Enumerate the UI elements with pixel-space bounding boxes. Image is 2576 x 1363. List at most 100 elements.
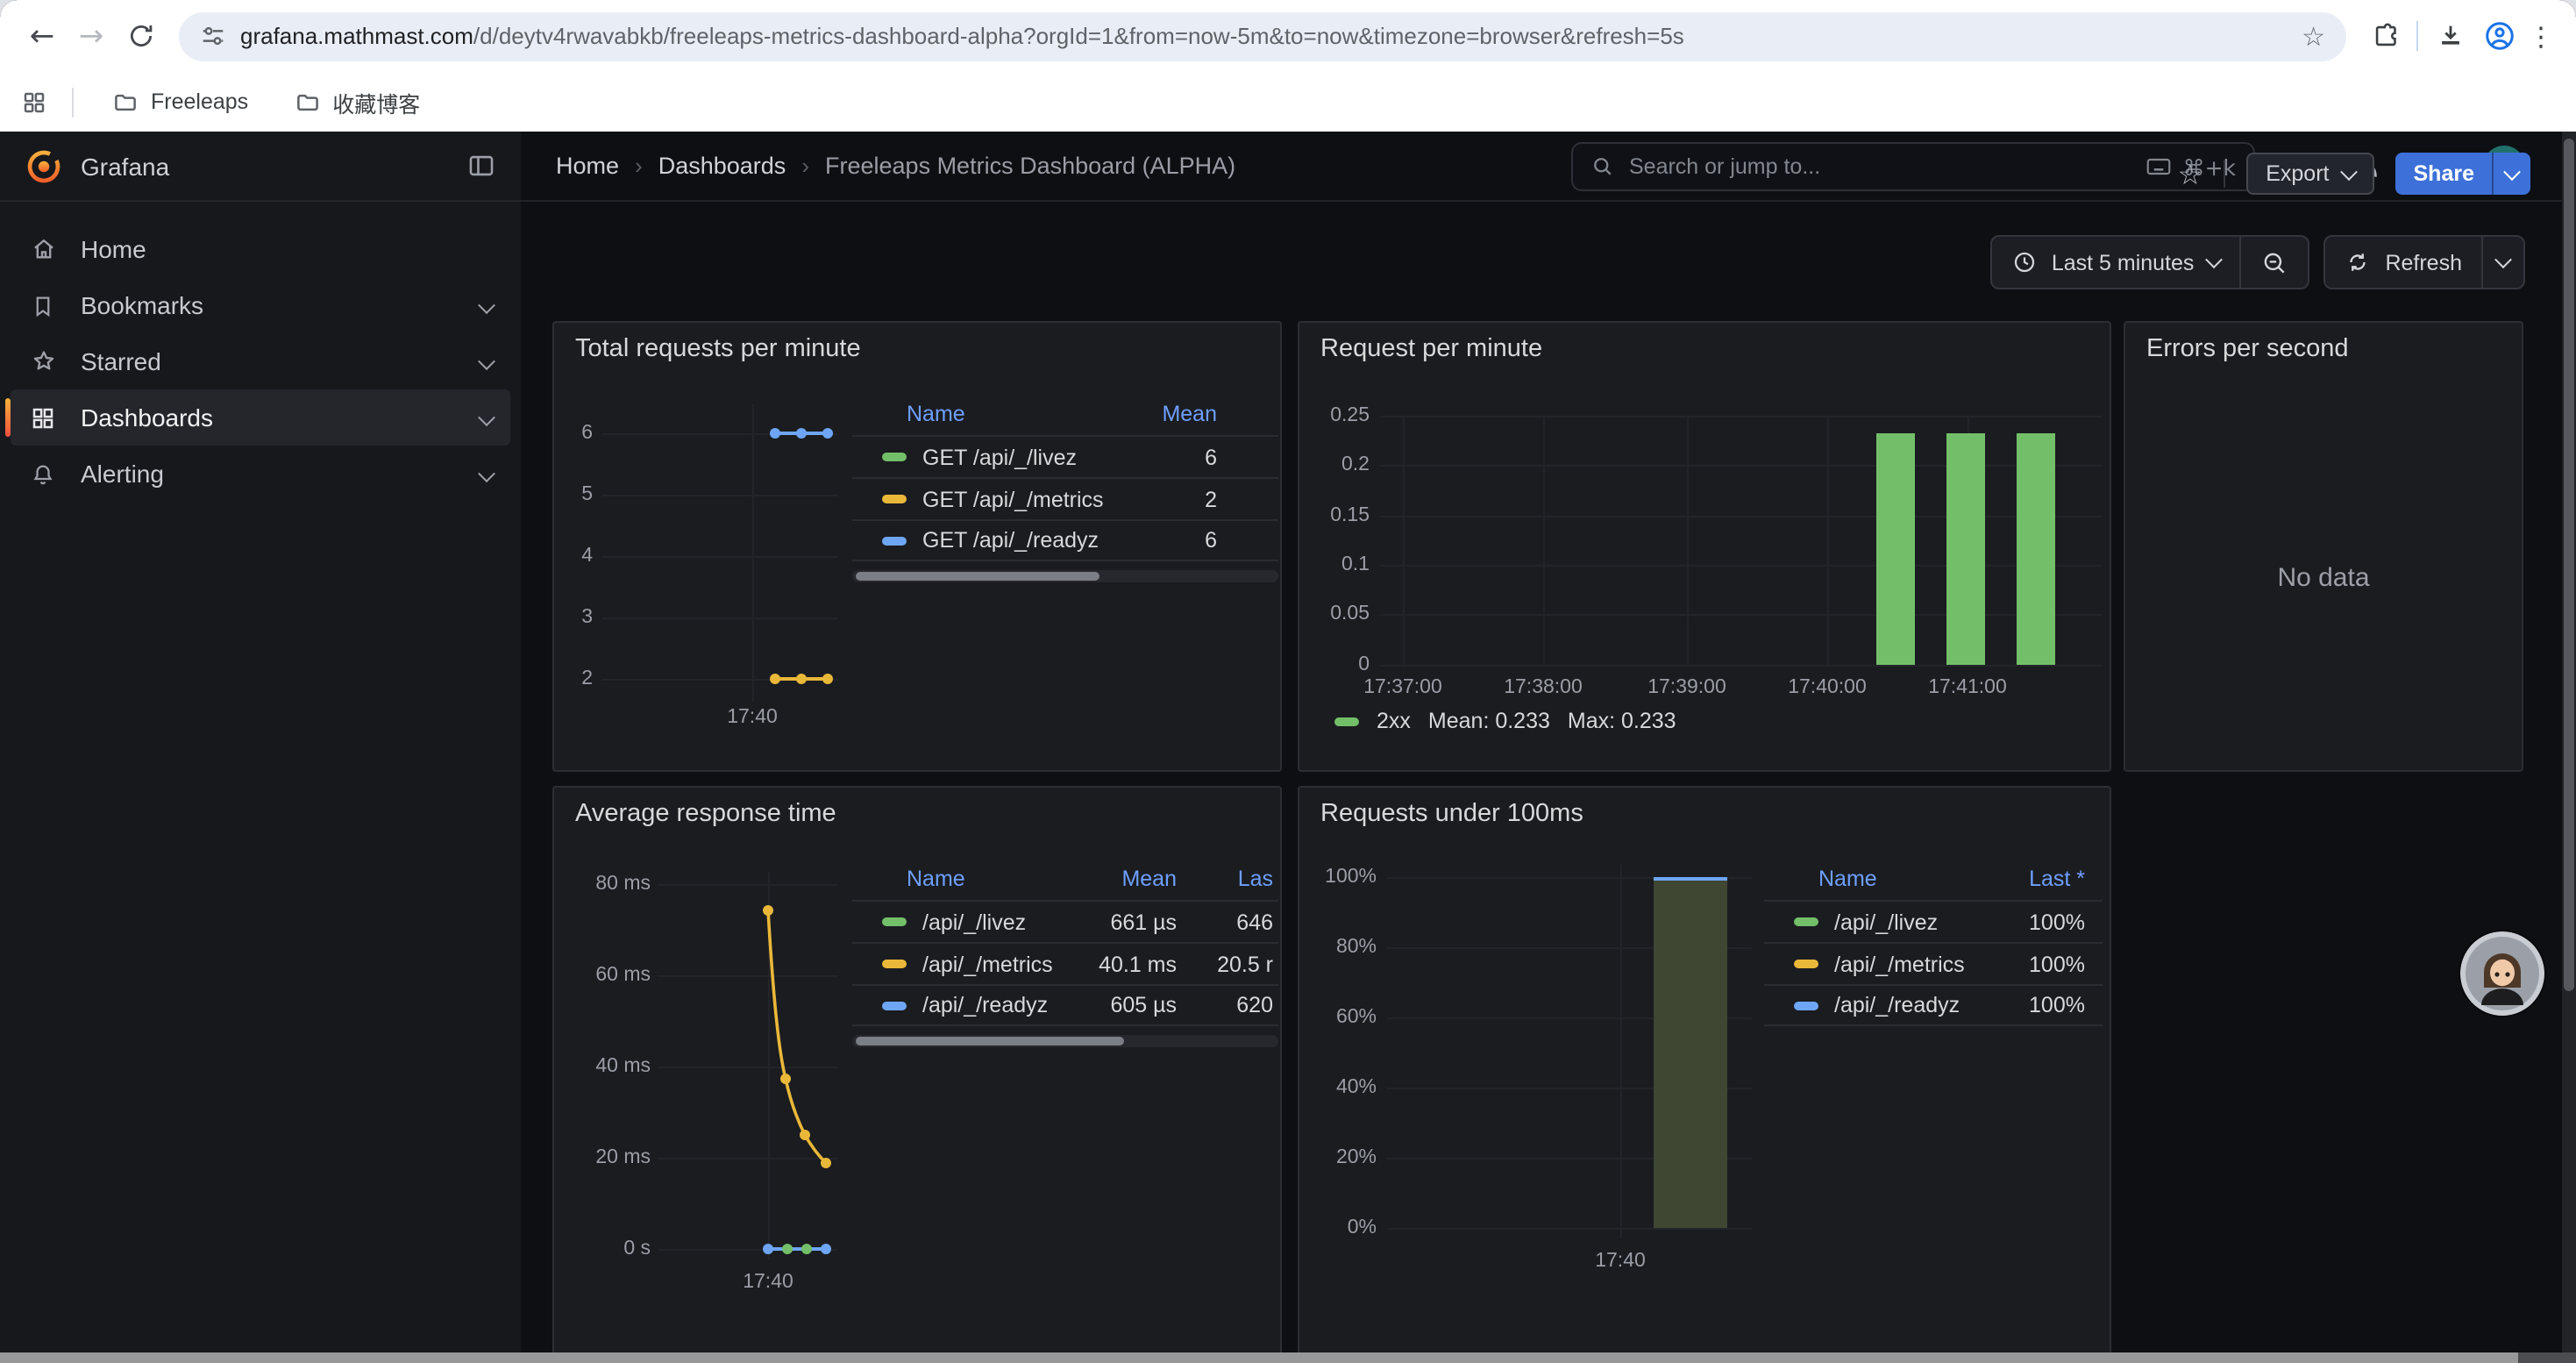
refresh-interval-dropdown[interactable]: [2481, 237, 2523, 288]
legend-scrollbar[interactable]: [852, 570, 1278, 582]
sidebar-item-dashboards[interactable]: Dashboards: [11, 389, 510, 446]
favorite-star-icon[interactable]: ☆: [2178, 157, 2203, 190]
legend-col-name[interactable]: Name: [1764, 867, 1980, 891]
series-color-pill: [882, 536, 907, 545]
legend-table: Name Mean GET /api/_/livez 6 GET /api/_/…: [852, 393, 1278, 582]
y-tick: 100%: [1299, 867, 1377, 888]
chevron-down-icon[interactable]: [480, 460, 493, 488]
legend-col-last[interactable]: Las: [1177, 867, 1273, 891]
series-last: 100%: [1980, 952, 2085, 976]
profile-icon[interactable]: [2474, 19, 2523, 53]
gridline: [1687, 416, 1689, 665]
chevron-down-icon[interactable]: [480, 403, 493, 432]
refresh-button[interactable]: Refresh: [2325, 237, 2481, 288]
url-bar[interactable]: grafana.mathmast.com/d/deytv4rwavabkb/fr…: [179, 11, 2346, 61]
apps-grid-icon[interactable]: [21, 89, 47, 115]
back-icon[interactable]: ←: [18, 11, 67, 61]
screen: ← → grafana.mathmast.com/d/deytv4rwavabk…: [0, 0, 2576, 1363]
scrollbar-thumb[interactable]: [2564, 139, 2574, 991]
panel-request-per-minute: Request per minute 0.25 0.2 0.15 0.1 0.0…: [1298, 321, 2111, 772]
bar-2xx: [1946, 433, 1985, 665]
series-color-pill: [882, 495, 907, 503]
legend-row[interactable]: 2xx Mean: 0.233 Max: 0.233: [1334, 709, 1676, 733]
time-controls: Last 5 minutes: [1990, 235, 2525, 289]
sidebar-item-alerting[interactable]: Alerting: [11, 446, 510, 502]
legend-row[interactable]: GET /api/_/readyz 6: [852, 519, 1278, 561]
legend-row[interactable]: /api/_/readyz 100%: [1764, 984, 2103, 1026]
url-domain: grafana.mathmast.com: [240, 23, 473, 49]
breadcrumb-page: Freeleaps Metrics Dashboard (ALPHA): [825, 153, 1235, 179]
sidebar-item-starred[interactable]: Starred: [11, 333, 510, 389]
sidebar-item-bookmarks[interactable]: Bookmarks: [11, 277, 510, 333]
panel-errors-per-second: Errors per second No data: [2124, 321, 2523, 772]
legend-row[interactable]: /api/_/livez 100%: [1764, 900, 2103, 942]
series-color-pill: [1794, 917, 1818, 926]
scrollbar-thumb[interactable]: [0, 1352, 2518, 1363]
series-mean: 6: [1129, 528, 1217, 553]
panel-title[interactable]: Request per minute: [1320, 335, 1542, 363]
dock-menu-icon[interactable]: [466, 151, 496, 181]
legend-col-mean[interactable]: Mean: [1071, 867, 1177, 891]
export-button[interactable]: Export: [2246, 153, 2374, 195]
extensions-icon[interactable]: [2360, 21, 2409, 51]
breadcrumb-separator: ›: [635, 153, 643, 179]
legend-row[interactable]: /api/_/livez 661 µs 646: [852, 900, 1278, 942]
forward-icon[interactable]: →: [67, 11, 116, 61]
url-text[interactable]: grafana.mathmast.com/d/deytv4rwavabkb/fr…: [240, 23, 2288, 49]
panel-title[interactable]: Requests under 100ms: [1320, 800, 1583, 828]
floating-assistant-avatar[interactable]: [2460, 931, 2544, 1016]
download-icon[interactable]: [2425, 21, 2474, 51]
legend-row[interactable]: /api/_/metrics 40.1 ms 20.5 r: [852, 942, 1278, 984]
bookmark-folder-blogs[interactable]: 收藏博客: [280, 78, 434, 125]
legend-table: Name Last * /api/_/livez 100% /api/_/met…: [1764, 858, 2103, 1026]
tune-icon[interactable]: [200, 23, 226, 49]
legend-row[interactable]: /api/_/readyz 605 µs 620: [852, 984, 1278, 1026]
y-tick: 60%: [1299, 1007, 1377, 1028]
legend-col-last[interactable]: Last *: [1980, 867, 2085, 891]
breadcrumb-dashboards[interactable]: Dashboards: [658, 153, 786, 179]
reload-icon[interactable]: [116, 11, 165, 61]
no-data-message: No data: [2125, 563, 2522, 593]
legend-table: Name Mean Las /api/_/livez 661 µs 646 /a…: [852, 858, 1278, 1047]
browser-menu-icon[interactable]: ⋮: [2523, 20, 2558, 52]
grafana-app: Grafana Home: [0, 132, 2576, 1363]
legend-col-name[interactable]: Name: [852, 402, 1129, 426]
series-name: GET /api/_/readyz: [922, 528, 1099, 553]
legend-col-name[interactable]: Name: [852, 867, 1071, 891]
legend-scrollbar[interactable]: [852, 1035, 1278, 1047]
refresh-label: Refresh: [2385, 250, 2462, 275]
breadcrumb-home[interactable]: Home: [556, 153, 619, 179]
chevron-down-icon: [2341, 162, 2359, 180]
time-range-picker[interactable]: Last 5 minutes: [1992, 237, 2240, 288]
zoom-out-button[interactable]: [2239, 237, 2308, 288]
bar-2xx: [1876, 433, 1915, 665]
series-mean: 661 µs: [1071, 910, 1177, 934]
legend-row[interactable]: GET /api/_/metrics 2: [852, 477, 1278, 519]
grafana-logo-icon[interactable]: [25, 146, 63, 185]
vertical-scrollbar[interactable]: [2562, 132, 2576, 1352]
share-dropdown-button[interactable]: [2492, 153, 2530, 195]
time-range-label: Last 5 minutes: [2052, 250, 2195, 275]
sidebar-item-label: Home: [81, 235, 146, 263]
sidebar-item-home[interactable]: Home: [11, 221, 510, 277]
series-color-pill: [882, 960, 907, 968]
bookmark-star-icon[interactable]: ☆: [2302, 20, 2325, 52]
legend-row[interactable]: /api/_/metrics 100%: [1764, 942, 2103, 984]
series-mean: 2: [1129, 487, 1217, 511]
legend-header: Name Mean Las: [852, 858, 1278, 900]
chevron-down-icon[interactable]: [480, 291, 493, 319]
bookmark-folder-freeleaps[interactable]: Freeleaps: [98, 82, 262, 122]
bell-icon: [28, 460, 58, 487]
series-mean: 40.1 ms: [1071, 952, 1177, 976]
panel-requests-under-100ms: Requests under 100ms 100% 80% 60% 40% 20…: [1298, 786, 2111, 1363]
x-tick: 17:41:00: [1904, 677, 2031, 698]
gridline: [1380, 614, 2103, 616]
legend-row[interactable]: GET /api/_/livez 6: [852, 435, 1278, 477]
panel-title[interactable]: Errors per second: [2146, 335, 2349, 363]
gridline: [1380, 416, 2103, 417]
legend-col-mean[interactable]: Mean: [1129, 402, 1217, 426]
horizontal-scrollbar[interactable]: [0, 1352, 2576, 1363]
share-button[interactable]: Share: [2396, 153, 2493, 195]
chevron-down-icon[interactable]: [480, 347, 493, 375]
search-input[interactable]: Search or jump to... ⌘+k: [1571, 142, 2255, 191]
